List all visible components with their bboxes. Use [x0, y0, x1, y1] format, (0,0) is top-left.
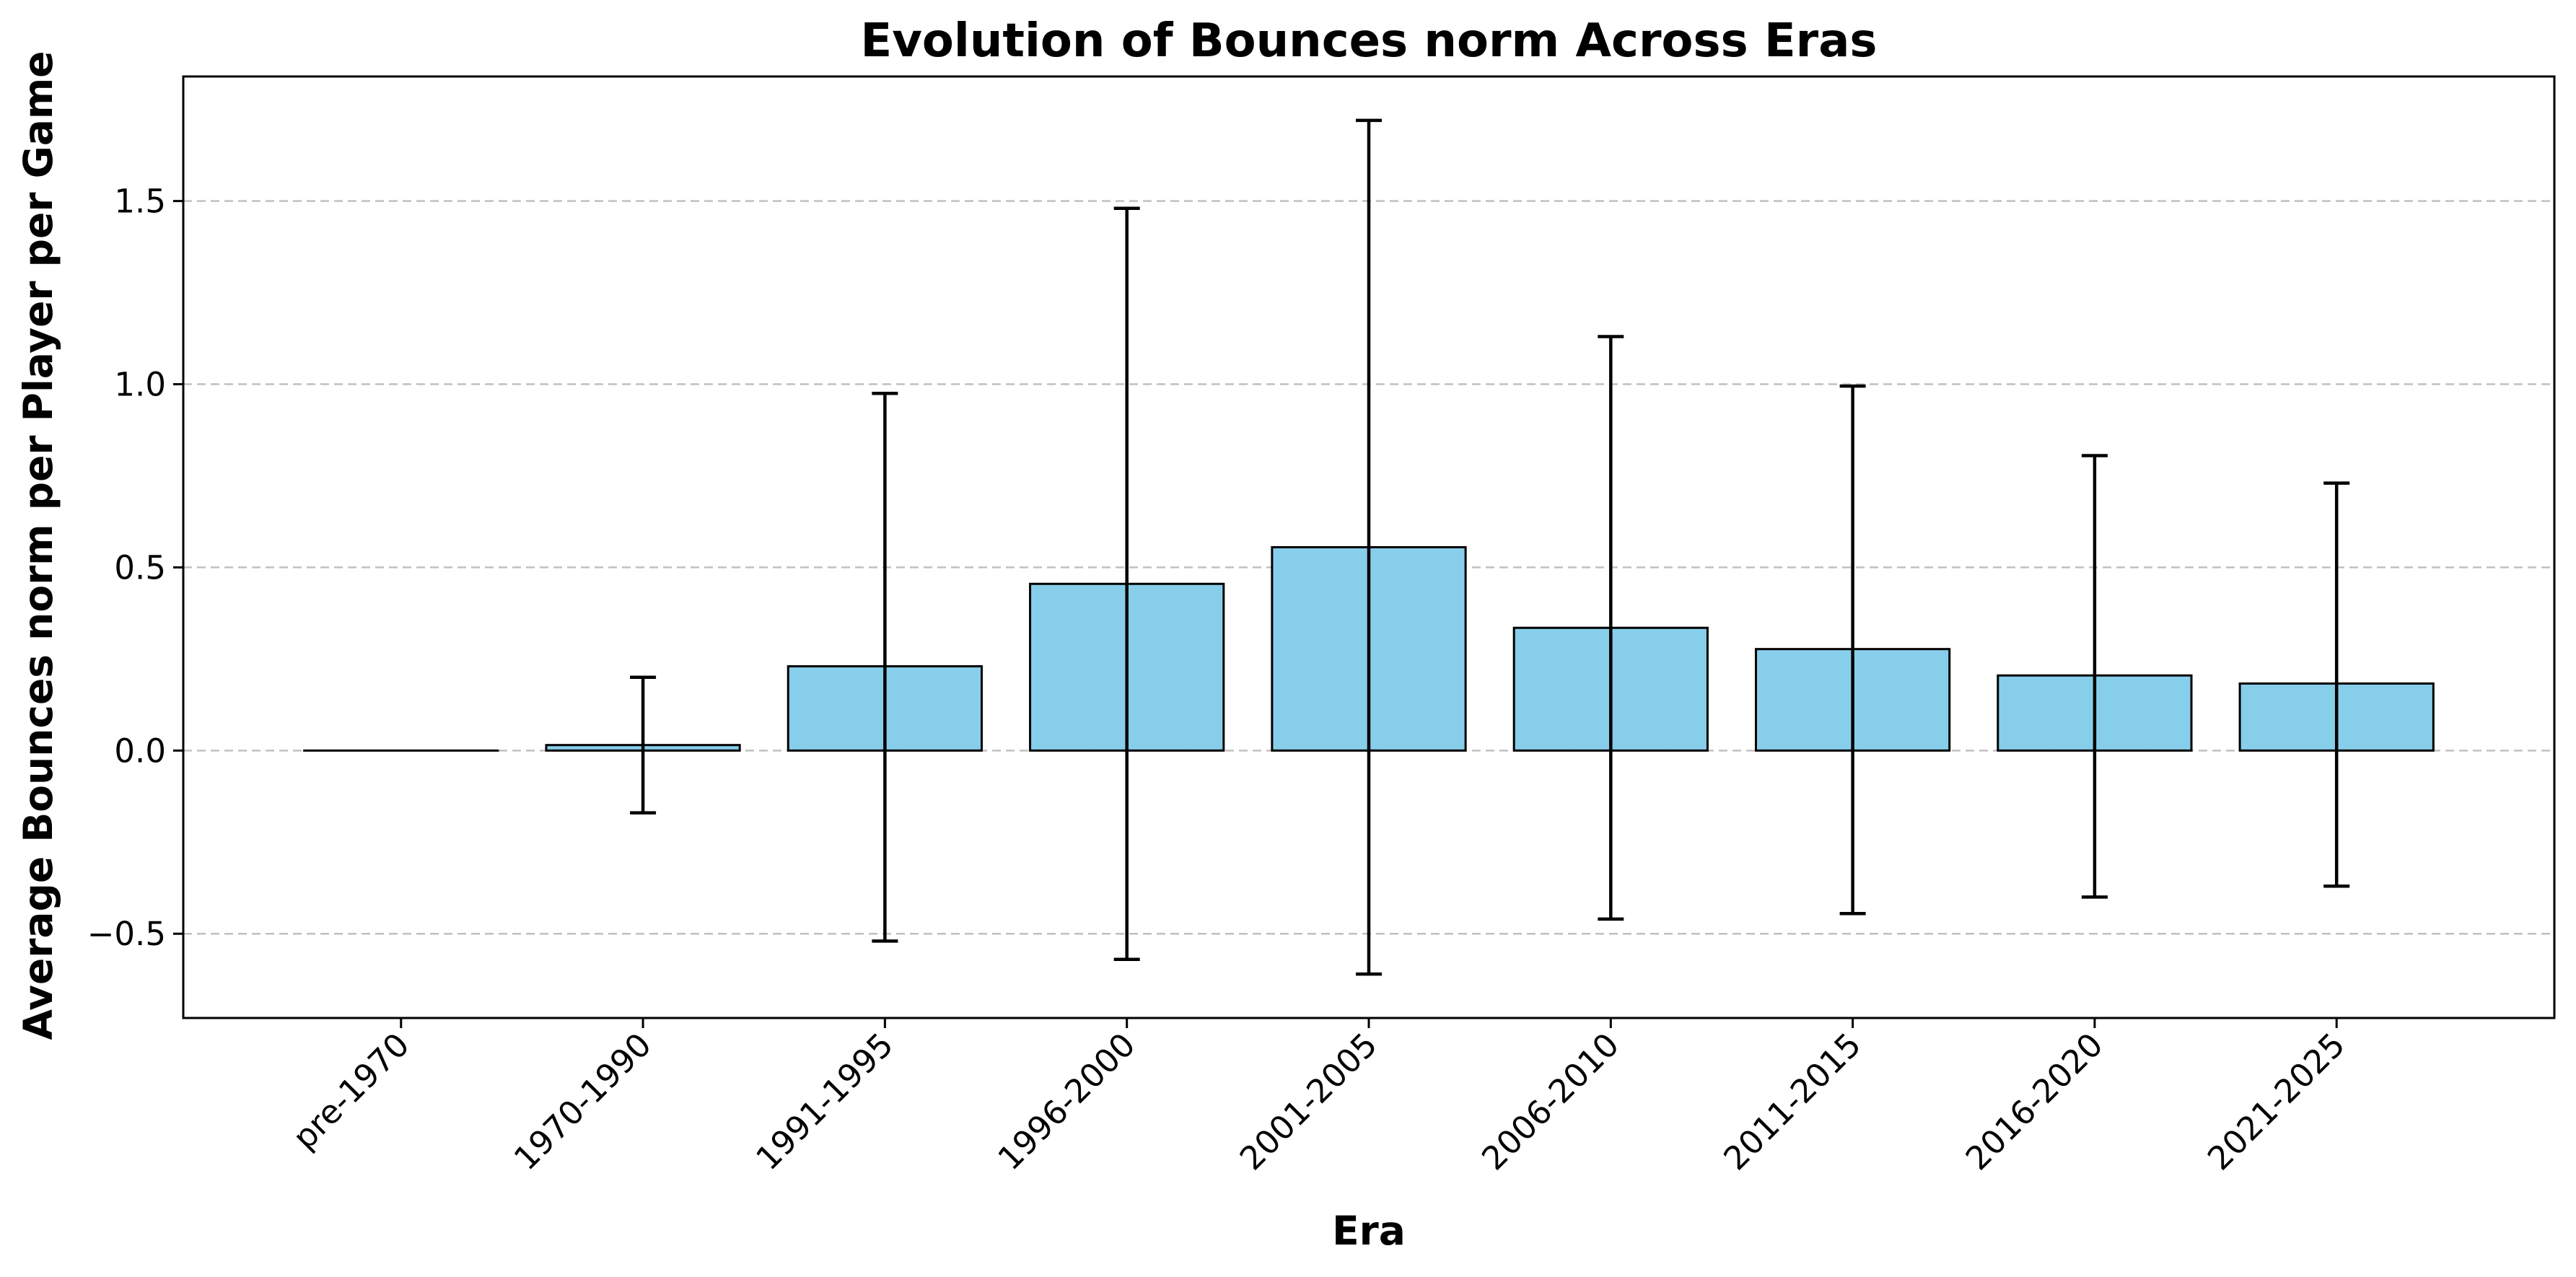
error-bars [630, 118, 2350, 976]
x-axis-title: Era [1332, 1208, 1406, 1254]
y-tick-label: 1.0 [114, 366, 166, 404]
y-tick-label: −0.5 [87, 915, 166, 953]
y-axis-title: Average Bounces norm per Player per Game [15, 51, 61, 1040]
y-axis-ticks: −0.5 0.0 0.5 1.0 1.5 [87, 183, 183, 953]
y-tick-label: 0.5 [114, 548, 166, 587]
y-tick-label: 0.0 [114, 732, 166, 770]
y-tick-label: 1.5 [114, 183, 166, 221]
chart-title: Evolution of Bounces norm Across Eras [860, 14, 1877, 68]
